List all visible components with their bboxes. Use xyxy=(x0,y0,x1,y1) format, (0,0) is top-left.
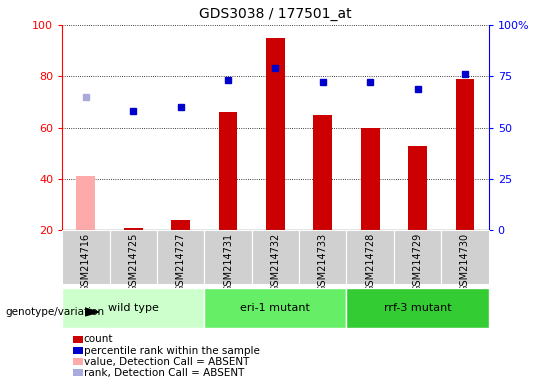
Text: rank, Detection Call = ABSENT: rank, Detection Call = ABSENT xyxy=(84,368,244,378)
Text: wild type: wild type xyxy=(108,303,159,313)
Text: GSM214732: GSM214732 xyxy=(271,233,280,292)
Bar xyxy=(76,177,95,230)
Text: GSM214729: GSM214729 xyxy=(413,233,423,292)
Bar xyxy=(171,220,190,230)
Bar xyxy=(441,230,489,284)
Text: GSM214731: GSM214731 xyxy=(223,233,233,292)
Text: GSM214716: GSM214716 xyxy=(81,233,91,292)
Bar xyxy=(219,112,238,230)
Bar xyxy=(110,230,157,284)
Bar xyxy=(157,230,204,284)
Text: eri-1 mutant: eri-1 mutant xyxy=(240,303,310,313)
Text: GSM214725: GSM214725 xyxy=(128,233,138,293)
Text: GSM214728: GSM214728 xyxy=(365,233,375,292)
Bar xyxy=(204,230,252,284)
Bar xyxy=(394,230,441,284)
Bar xyxy=(124,228,143,230)
Bar xyxy=(347,288,489,328)
Bar xyxy=(204,288,347,328)
Text: count: count xyxy=(84,334,113,344)
Bar xyxy=(252,230,299,284)
Bar xyxy=(62,230,110,284)
Polygon shape xyxy=(85,308,99,316)
Bar xyxy=(266,38,285,230)
Bar xyxy=(408,146,427,230)
Bar xyxy=(299,230,347,284)
Text: percentile rank within the sample: percentile rank within the sample xyxy=(84,346,260,356)
Bar xyxy=(456,79,475,230)
Text: rrf-3 mutant: rrf-3 mutant xyxy=(384,303,451,313)
Bar xyxy=(62,288,204,328)
Text: GSM214730: GSM214730 xyxy=(460,233,470,292)
Title: GDS3038 / 177501_at: GDS3038 / 177501_at xyxy=(199,7,352,21)
Bar xyxy=(347,230,394,284)
Bar xyxy=(313,115,332,230)
Text: GSM214727: GSM214727 xyxy=(176,233,186,293)
Text: value, Detection Call = ABSENT: value, Detection Call = ABSENT xyxy=(84,357,249,367)
Bar xyxy=(361,127,380,230)
Text: GSM214733: GSM214733 xyxy=(318,233,328,292)
Text: genotype/variation: genotype/variation xyxy=(5,307,105,317)
